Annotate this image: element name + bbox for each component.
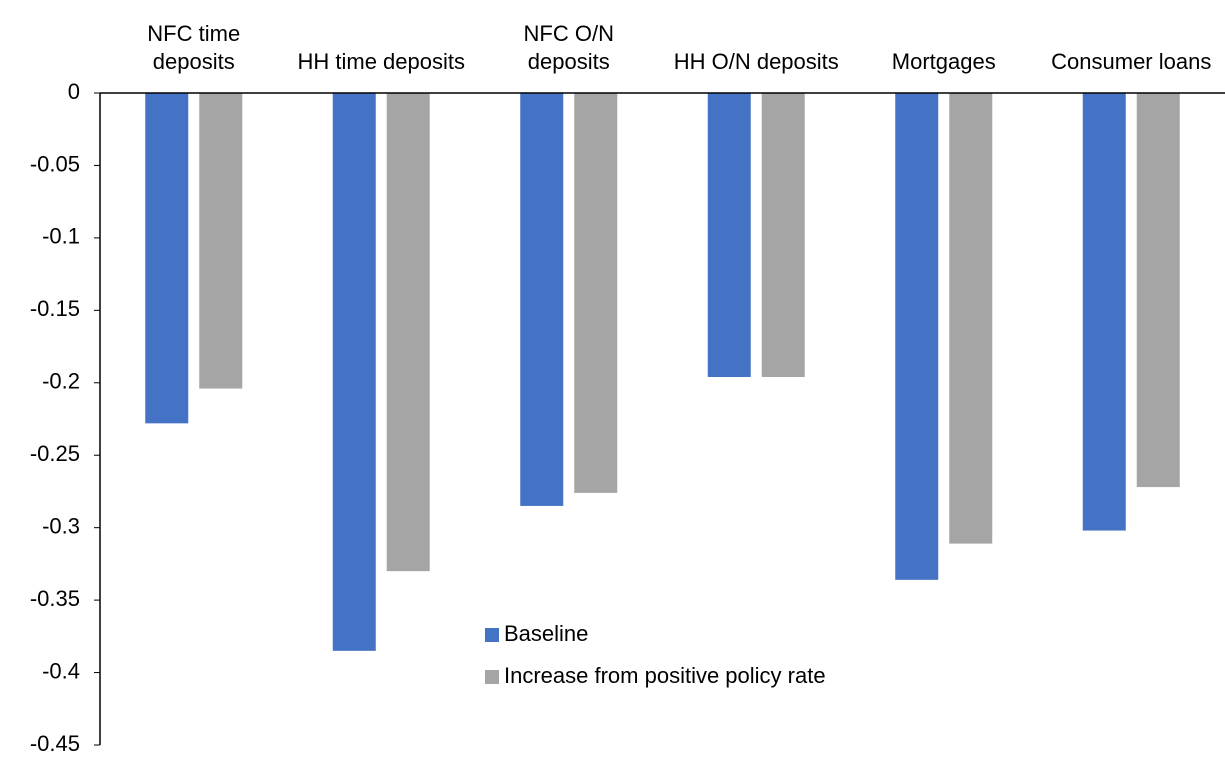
legend-label: Increase from positive policy rate <box>504 663 826 688</box>
y-tick-label: -0.4 <box>42 658 80 683</box>
bar <box>574 93 618 493</box>
y-tick-label: -0.3 <box>42 513 80 538</box>
x-tick-label: HH O/N deposits <box>673 49 839 74</box>
bar <box>199 93 243 389</box>
bar <box>949 93 993 544</box>
y-tick-label: -0.25 <box>30 441 80 466</box>
y-tick-label: -0.45 <box>30 731 80 756</box>
bar <box>386 93 430 572</box>
y-tick-label: -0.1 <box>42 224 80 249</box>
y-tick-label: -0.05 <box>30 151 80 176</box>
bar <box>1136 93 1180 488</box>
x-tick-label: Mortgages <box>891 49 996 74</box>
x-tick-label: NFC O/N deposits <box>523 21 614 74</box>
bar <box>761 93 805 377</box>
legend-swatch <box>485 670 499 684</box>
bar <box>520 93 564 506</box>
y-tick-label: -0.2 <box>42 369 80 394</box>
y-tick-label: 0 <box>68 79 80 104</box>
bar <box>707 93 751 377</box>
y-tick-label: -0.35 <box>30 586 80 611</box>
bar <box>145 93 189 424</box>
bar <box>895 93 939 580</box>
bar <box>332 93 376 651</box>
x-tick-label: NFC time deposits <box>147 21 241 74</box>
y-tick-label: -0.15 <box>30 296 80 321</box>
legend-swatch <box>485 628 499 642</box>
x-tick-label: HH time deposits <box>297 49 465 74</box>
x-tick-label: Consumer loans <box>1051 49 1212 74</box>
bar <box>1082 93 1126 531</box>
legend-label: Baseline <box>504 621 588 646</box>
